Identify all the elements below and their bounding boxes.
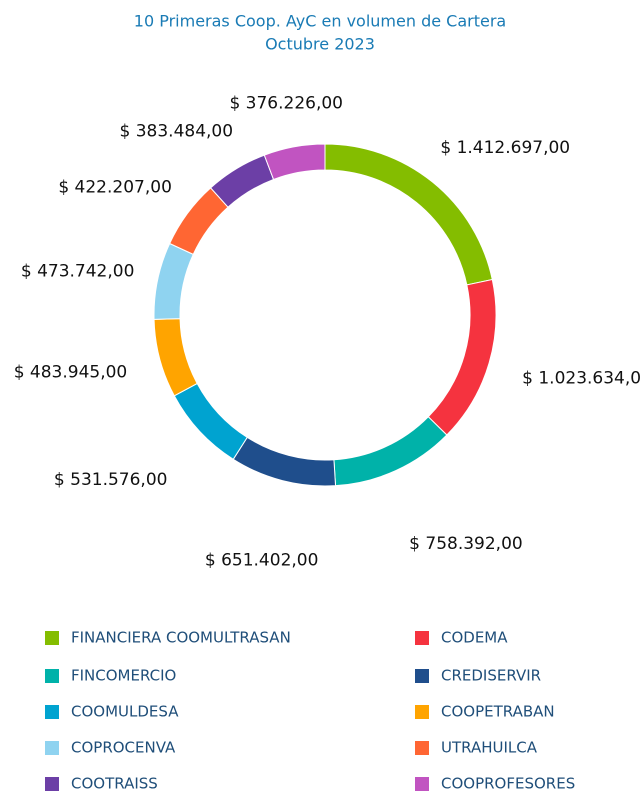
chart-subtitle: Octubre 2023 [265,35,375,54]
legend-swatch [415,777,429,791]
donut-slice [232,436,337,487]
legend-swatch [45,705,59,719]
legend-swatch [45,631,59,645]
donut-slice [153,242,194,320]
data-label: $ 483.945,00 [14,363,128,383]
legend-label: CODEMA [441,629,508,647]
legend-label: COOPROFESORES [441,775,575,793]
legend-label: COOMULDESA [71,703,179,721]
data-label: $ 376.226,00 [229,94,343,114]
legend-swatch [415,631,429,645]
donut-slice [427,278,497,436]
data-label: $ 1.023.634,00 [522,369,641,389]
legend-label: CREDISERVIR [441,667,541,685]
donut-slice [263,143,326,181]
donut-slice [333,416,448,487]
data-label: $ 1.412.697,00 [440,138,570,158]
legend-swatch [45,669,59,683]
data-label: $ 651.402,00 [205,551,319,571]
legend-label: UTRAHUILCA [441,739,538,757]
data-label: $ 531.576,00 [54,470,168,490]
legend-swatch [45,777,59,791]
legend-swatch [415,741,429,755]
legend-label: COOTRAISS [71,775,158,793]
legend-swatch [45,741,59,755]
legend-swatch [415,705,429,719]
chart-title: 10 Primeras Coop. AyC en volumen de Cart… [134,12,506,31]
data-label: $ 422.207,00 [58,177,172,197]
legend-label: FINANCIERA COOMULTRASAN [71,629,291,647]
legend-label: FINCOMERCIO [71,667,176,685]
donut-slice [153,318,198,397]
donut-slice [324,143,493,286]
legend-label: COOPETRABAN [441,703,555,721]
data-label: $ 473.742,00 [21,262,135,282]
legend-label: COPROCENVA [71,739,176,757]
donut-slice [173,382,248,460]
legend-swatch [415,669,429,683]
data-label: $ 383.484,00 [120,121,234,141]
data-label: $ 758.392,00 [409,534,523,554]
